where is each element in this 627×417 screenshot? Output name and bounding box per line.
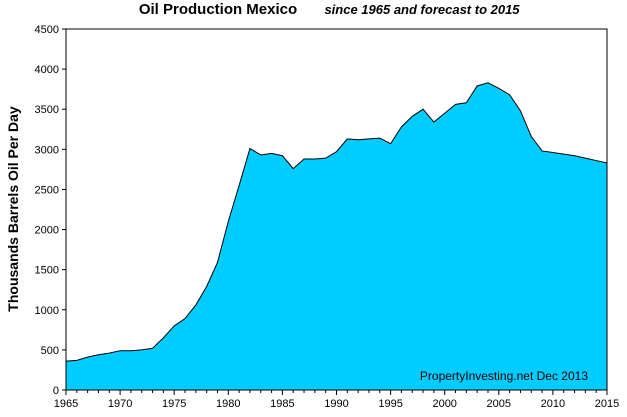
y-tick-label: 0 xyxy=(53,385,59,397)
y-tick-label: 1000 xyxy=(35,305,59,317)
y-tick-label: 3500 xyxy=(35,104,59,116)
y-tick-label: 2500 xyxy=(35,184,59,196)
x-tick-label: 1975 xyxy=(162,398,186,410)
y-tick-label: 3000 xyxy=(35,144,59,156)
chart-title: Oil Production Mexico xyxy=(139,1,297,18)
x-tick-label: 1970 xyxy=(108,398,132,410)
y-tick-label: 1500 xyxy=(35,265,59,277)
y-axis: 0 500 1000 1500 2000 2500 3000 3500 4000 4500 xyxy=(35,24,66,397)
y-tick-label: 2000 xyxy=(35,225,59,237)
production-area xyxy=(66,82,607,390)
y-tick-label: 4000 xyxy=(35,64,59,76)
x-tick-label: 1990 xyxy=(324,398,348,410)
x-tick-label: 1980 xyxy=(216,398,240,410)
chart-subtitle: since 1965 and forecast to 2015 xyxy=(324,2,520,17)
x-tick-label: 2010 xyxy=(541,398,565,410)
x-tick-label: 1995 xyxy=(378,398,402,410)
plot-area xyxy=(65,28,608,391)
production-line xyxy=(65,82,608,362)
source-credit: PropertyInvesting.net Dec 2013 xyxy=(420,369,588,383)
x-axis: 1965 1970 1975 1980 1985 1990 1995 2000 2005 2010… xyxy=(54,390,619,410)
y-tick-label: 500 xyxy=(41,345,59,357)
x-tick-label: 1985 xyxy=(270,398,294,410)
x-tick-label: 2000 xyxy=(432,398,456,410)
x-tick-label: 1965 xyxy=(54,398,78,410)
x-tick-label: 2005 xyxy=(487,398,511,410)
y-tick-label: 4500 xyxy=(35,24,59,36)
x-tick-label: 2015 xyxy=(595,398,619,410)
y-axis-label: Thousands Barrels Oil Per Day xyxy=(5,106,21,312)
